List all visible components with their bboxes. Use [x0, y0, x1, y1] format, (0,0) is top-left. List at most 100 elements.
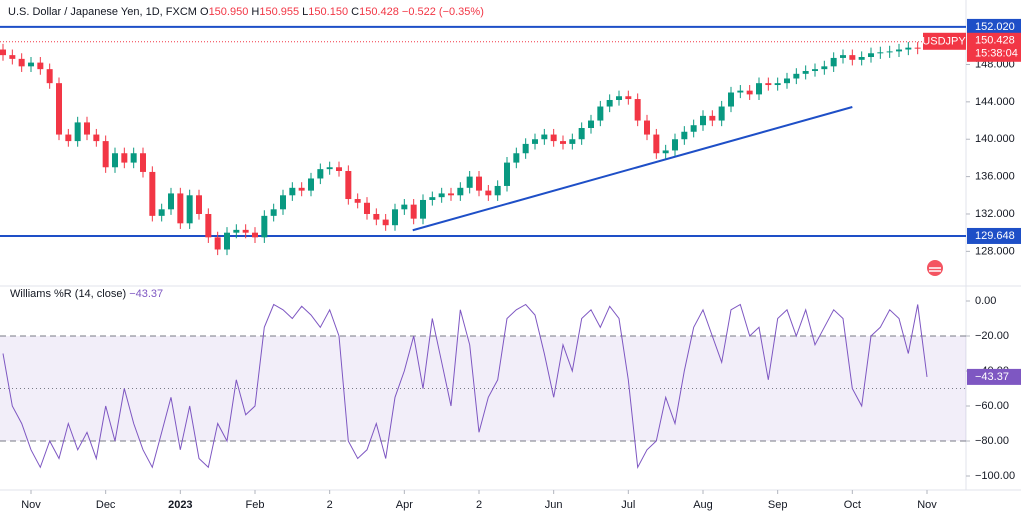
- candle-body: [420, 199, 426, 219]
- candle-body: [0, 49, 6, 56]
- change-label: −0.522 (−0.35%): [402, 6, 484, 18]
- candle-body: [429, 197, 436, 200]
- candle-body: [896, 49, 902, 52]
- candle-body: [821, 66, 828, 70]
- level-label-box: [967, 18, 1021, 35]
- indicator-header: Williams %R (14, close) −43.37: [10, 288, 163, 300]
- candle-body: [448, 193, 454, 196]
- candle-body: [392, 209, 398, 226]
- candle-body: [205, 213, 212, 238]
- candle-body: [840, 55, 846, 58]
- candle-body: [737, 90, 744, 93]
- candle-body: [9, 55, 16, 59]
- x-tick-label: Dec: [96, 499, 116, 511]
- candle-body: [802, 71, 809, 74]
- candle-body: [298, 187, 305, 191]
- candle-body: [858, 57, 865, 60]
- candle-body: [149, 171, 156, 216]
- symbol-box: [923, 32, 966, 50]
- candle-body: [457, 187, 464, 196]
- level-label: 129.648: [975, 230, 1015, 242]
- ohlc-value: 150.950: [209, 6, 249, 18]
- y-tick-label: 128.000: [975, 245, 1015, 257]
- candle-body: [373, 213, 380, 220]
- candle-body: [102, 141, 109, 168]
- logo-mark: [929, 267, 941, 272]
- candle-body: [868, 53, 874, 57]
- candle-body: [485, 190, 492, 196]
- y-tick-label: −20.00: [975, 330, 1009, 342]
- candle-body: [709, 115, 716, 121]
- candle-body: [886, 51, 893, 53]
- candle-body: [28, 62, 34, 67]
- candle-body: [541, 134, 548, 140]
- candle-body: [74, 122, 81, 142]
- candle-body: [634, 99, 641, 121]
- candle-body: [196, 195, 202, 214]
- candle-body: [270, 209, 277, 216]
- candle-body: [336, 167, 342, 171]
- x-tick-label: Jun: [545, 499, 563, 511]
- ohlc-value: 150.150: [308, 6, 348, 18]
- candle-body: [513, 153, 520, 163]
- trendline: [412, 106, 853, 232]
- candle-body: [121, 153, 128, 163]
- candle-body: [905, 47, 912, 50]
- chart-header: U.S. Dollar / Japanese Yen, 1D, FXCM O15…: [8, 6, 484, 18]
- candle-body: [644, 120, 650, 135]
- level-label: 152.020: [975, 21, 1015, 33]
- y-tick-label: −80.00: [975, 435, 1009, 447]
- y-tick-label: 132.000: [975, 208, 1015, 220]
- candle-body: [700, 115, 706, 126]
- x-tick-label: Oct: [844, 499, 861, 511]
- candle-body: [280, 195, 286, 210]
- candle-body: [690, 125, 697, 132]
- candle-body: [37, 62, 44, 70]
- candle-body: [177, 193, 184, 224]
- ohlc-key: L: [302, 6, 308, 18]
- candle-body: [784, 78, 790, 84]
- x-tick-label: Sep: [768, 499, 788, 511]
- x-tick-label: Apr: [396, 499, 413, 511]
- candle-body: [476, 176, 482, 191]
- candle-body: [130, 153, 137, 163]
- indicator-title: Williams %R (14, close): [10, 288, 126, 300]
- x-tick-label: 2023: [168, 499, 192, 511]
- candle-body: [774, 83, 781, 86]
- candle-body: [224, 232, 230, 250]
- candle-body: [18, 58, 25, 67]
- candle-body: [718, 106, 725, 121]
- candle-body: [345, 171, 352, 200]
- x-tick-label: 2: [476, 499, 482, 511]
- candle-body: [532, 139, 538, 144]
- indicator-value: −43.37: [129, 288, 163, 300]
- candle-body: [364, 202, 370, 214]
- candle-body: [522, 143, 529, 154]
- indicator-line: [2, 303, 928, 469]
- candle-body: [812, 69, 818, 72]
- level-label-box: [967, 227, 1021, 244]
- candle-body: [681, 131, 688, 140]
- x-tick-label: 2: [327, 499, 333, 511]
- ohlc-key: C: [351, 6, 359, 18]
- candle-body: [46, 69, 53, 84]
- candle-body: [625, 96, 632, 100]
- countdown-label: 15:38:04: [975, 48, 1018, 60]
- candle-body: [93, 134, 100, 142]
- candle-body: [56, 83, 62, 135]
- x-tick-label: Nov: [21, 499, 41, 511]
- y-tick-label: 144.000: [975, 96, 1015, 108]
- candle-body: [317, 169, 324, 179]
- y-tick-label: 140.000: [975, 133, 1015, 145]
- y-tick-label: 136.000: [975, 171, 1015, 183]
- last-price-label: 150.428: [975, 35, 1015, 47]
- candle-body: [830, 57, 837, 67]
- candle-body: [616, 96, 622, 100]
- candle-body: [728, 92, 734, 107]
- candle-body: [606, 99, 613, 107]
- candle-body: [672, 139, 678, 151]
- candle-body: [308, 178, 314, 191]
- candle-body: [382, 219, 389, 226]
- last-price-box: [967, 32, 1021, 62]
